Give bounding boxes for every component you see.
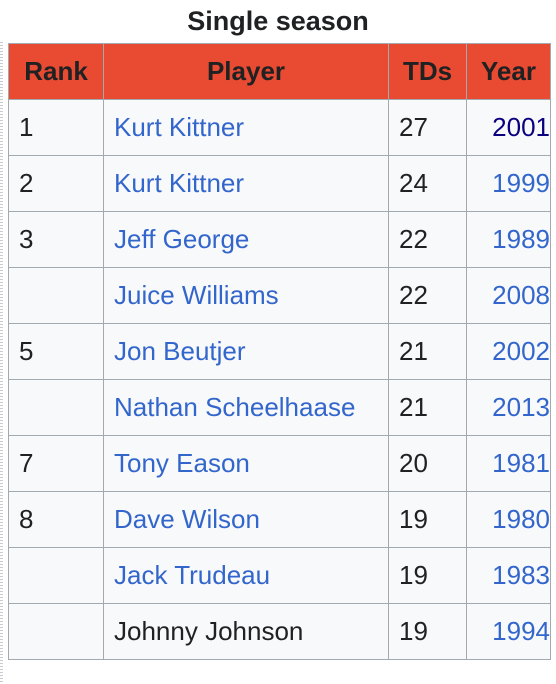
player-link[interactable]: Juice Williams bbox=[114, 280, 279, 310]
year-link[interactable]: 1989 bbox=[492, 224, 550, 254]
table-row: 7 Tony Eason 20 1981 bbox=[8, 435, 551, 492]
rank-cell bbox=[8, 547, 104, 604]
table-row: Johnny Johnson 19 1994 bbox=[8, 603, 551, 660]
rank-cell: 3 bbox=[8, 211, 104, 268]
table-row: 1 Kurt Kittner 27 2001 bbox=[8, 99, 551, 156]
year-link[interactable]: 1981 bbox=[492, 448, 550, 478]
single-season-table: Rank Player TDs Year 1 Kurt Kittner 27 2001… bbox=[8, 43, 551, 660]
player-link[interactable]: Dave Wilson bbox=[114, 504, 260, 534]
table-row: 2 Kurt Kittner 24 1999 bbox=[8, 155, 551, 212]
year-cell: 1981 bbox=[466, 435, 551, 492]
rank-cell: 5 bbox=[8, 323, 104, 380]
table-caption: Single season bbox=[187, 6, 369, 36]
year-cell: 1994 bbox=[466, 603, 551, 660]
tds-cell: 19 bbox=[388, 603, 467, 660]
player-link[interactable]: Jack Trudeau bbox=[114, 560, 271, 590]
header-row: Rank Player TDs Year bbox=[8, 43, 551, 100]
player-cell: Johnny Johnson bbox=[103, 603, 389, 660]
player-cell: Kurt Kittner bbox=[103, 99, 389, 156]
table-row: Jack Trudeau 19 1983 bbox=[8, 547, 551, 604]
year-cell: 2002 bbox=[466, 323, 551, 380]
year-cell: 2001 bbox=[466, 99, 551, 156]
year-cell: 1983 bbox=[466, 547, 551, 604]
player-name: Johnny Johnson bbox=[114, 616, 304, 646]
table-row: 8 Dave Wilson 19 1980 bbox=[8, 491, 551, 548]
rank-cell bbox=[8, 603, 104, 660]
player-cell: Jeff George bbox=[103, 211, 389, 268]
year-link[interactable]: 1983 bbox=[492, 560, 550, 590]
player-cell: Nathan Scheelhaase bbox=[103, 379, 389, 436]
year-link[interactable]: 1980 bbox=[492, 504, 550, 534]
tds-cell: 21 bbox=[388, 379, 467, 436]
year-cell: 2008 bbox=[466, 267, 551, 324]
player-link[interactable]: Nathan Scheelhaase bbox=[114, 392, 356, 422]
player-cell: Dave Wilson bbox=[103, 491, 389, 548]
table-row: 3 Jeff George 22 1989 bbox=[8, 211, 551, 268]
table-row: Juice Williams 22 2008 bbox=[8, 267, 551, 324]
header-rank: Rank bbox=[8, 43, 104, 100]
player-link[interactable]: Jon Beutjer bbox=[114, 336, 246, 366]
player-link[interactable]: Kurt Kittner bbox=[114, 168, 245, 198]
left-border bbox=[0, 42, 3, 684]
tds-cell: 22 bbox=[388, 211, 467, 268]
tds-cell: 20 bbox=[388, 435, 467, 492]
rank-cell bbox=[8, 267, 104, 324]
rank-cell: 7 bbox=[8, 435, 104, 492]
tds-cell: 24 bbox=[388, 155, 467, 212]
year-cell: 1999 bbox=[466, 155, 551, 212]
header-tds: TDs bbox=[388, 43, 467, 100]
year-cell: 2013 bbox=[466, 379, 551, 436]
tds-cell: 19 bbox=[388, 547, 467, 604]
table-row: 5 Jon Beutjer 21 2002 bbox=[8, 323, 551, 380]
year-cell: 1989 bbox=[466, 211, 551, 268]
player-link[interactable]: Jeff George bbox=[114, 224, 250, 254]
tds-cell: 22 bbox=[388, 267, 467, 324]
year-cell: 1980 bbox=[466, 491, 551, 548]
year-link[interactable]: 1994 bbox=[492, 616, 550, 646]
table-row: Nathan Scheelhaase 21 2013 bbox=[8, 379, 551, 436]
table-body: 1 Kurt Kittner 27 2001 2 Kurt Kittner 24 1999 3 J… bbox=[8, 99, 551, 660]
player-cell: Tony Eason bbox=[103, 435, 389, 492]
header-player: Player bbox=[103, 43, 389, 100]
rank-cell: 8 bbox=[8, 491, 104, 548]
header-year: Year bbox=[466, 43, 551, 100]
tds-cell: 21 bbox=[388, 323, 467, 380]
player-cell: Jack Trudeau bbox=[103, 547, 389, 604]
player-link[interactable]: Tony Eason bbox=[114, 448, 250, 478]
rank-cell bbox=[8, 379, 104, 436]
year-link[interactable]: 2001 bbox=[492, 112, 550, 142]
year-link[interactable]: 2008 bbox=[492, 280, 550, 310]
tds-cell: 27 bbox=[388, 99, 467, 156]
year-link[interactable]: 2002 bbox=[492, 336, 550, 366]
year-link[interactable]: 2013 bbox=[492, 392, 550, 422]
player-link[interactable]: Kurt Kittner bbox=[114, 112, 245, 142]
year-link[interactable]: 1999 bbox=[492, 168, 550, 198]
rank-cell: 2 bbox=[8, 155, 104, 212]
rank-cell: 1 bbox=[8, 99, 104, 156]
tds-cell: 19 bbox=[388, 491, 467, 548]
player-cell: Jon Beutjer bbox=[103, 323, 389, 380]
player-cell: Kurt Kittner bbox=[103, 155, 389, 212]
player-cell: Juice Williams bbox=[103, 267, 389, 324]
